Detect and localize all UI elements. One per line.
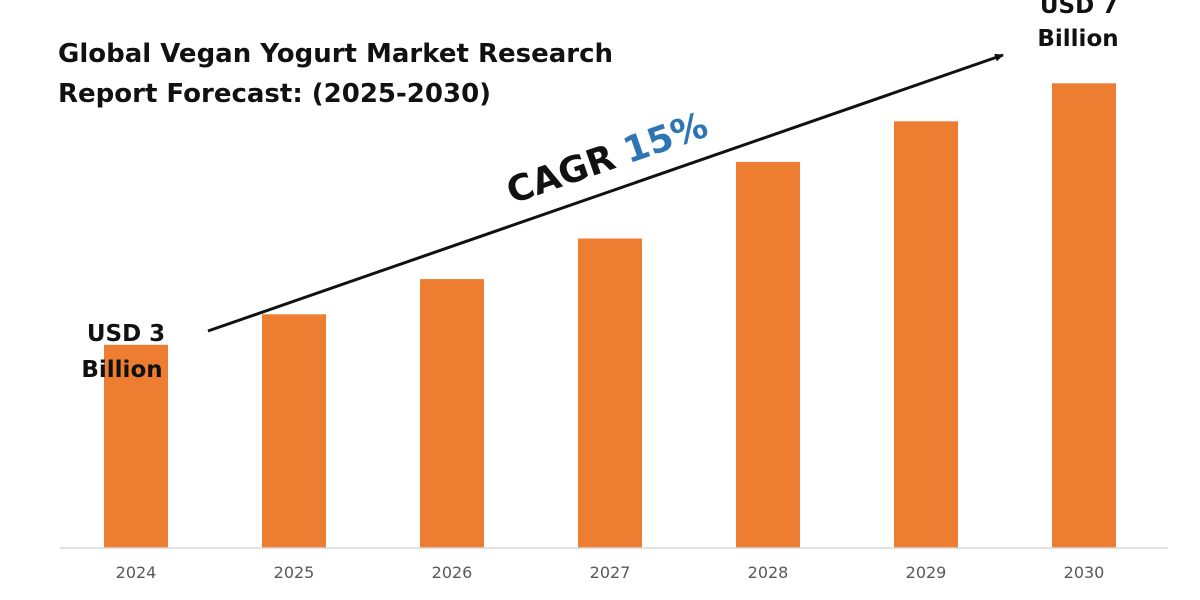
start-callout-line2: Billion xyxy=(81,357,162,383)
cagr-text: CAGR xyxy=(502,137,621,212)
bar-2025 xyxy=(262,314,326,548)
x-tick-label-2025: 2025 xyxy=(274,563,315,582)
bar-2027 xyxy=(578,238,642,548)
end-callout-line1: USD 7 xyxy=(1040,0,1118,19)
end-callout-line2: Billion xyxy=(1037,26,1118,52)
bar-2026 xyxy=(420,279,484,548)
cagr-label: CAGR15% xyxy=(502,105,714,213)
bar-2029 xyxy=(894,121,958,549)
start-callout-line1: USD 3 xyxy=(87,321,165,347)
bar-2028 xyxy=(736,161,800,548)
chart-title-line2: Report Forecast: (2025-2030) xyxy=(58,79,491,109)
growth-trend-arrow xyxy=(207,53,1004,333)
x-tick-label-2024: 2024 xyxy=(116,563,157,582)
x-tick-label-2028: 2028 xyxy=(748,563,789,582)
x-axis-ticks: 2024 2025 2026 2027 2028 2029 2030 xyxy=(116,563,1105,582)
bar-2024 xyxy=(104,344,168,548)
chart-title-line1: Global Vegan Yogurt Market Research xyxy=(58,39,613,69)
x-tick-label-2026: 2026 xyxy=(432,563,473,582)
bars-group xyxy=(104,83,1116,549)
bar-2030 xyxy=(1052,83,1116,549)
x-tick-label-2027: 2027 xyxy=(590,563,631,582)
x-tick-label-2030: 2030 xyxy=(1064,563,1105,582)
x-tick-label-2029: 2029 xyxy=(906,563,947,582)
